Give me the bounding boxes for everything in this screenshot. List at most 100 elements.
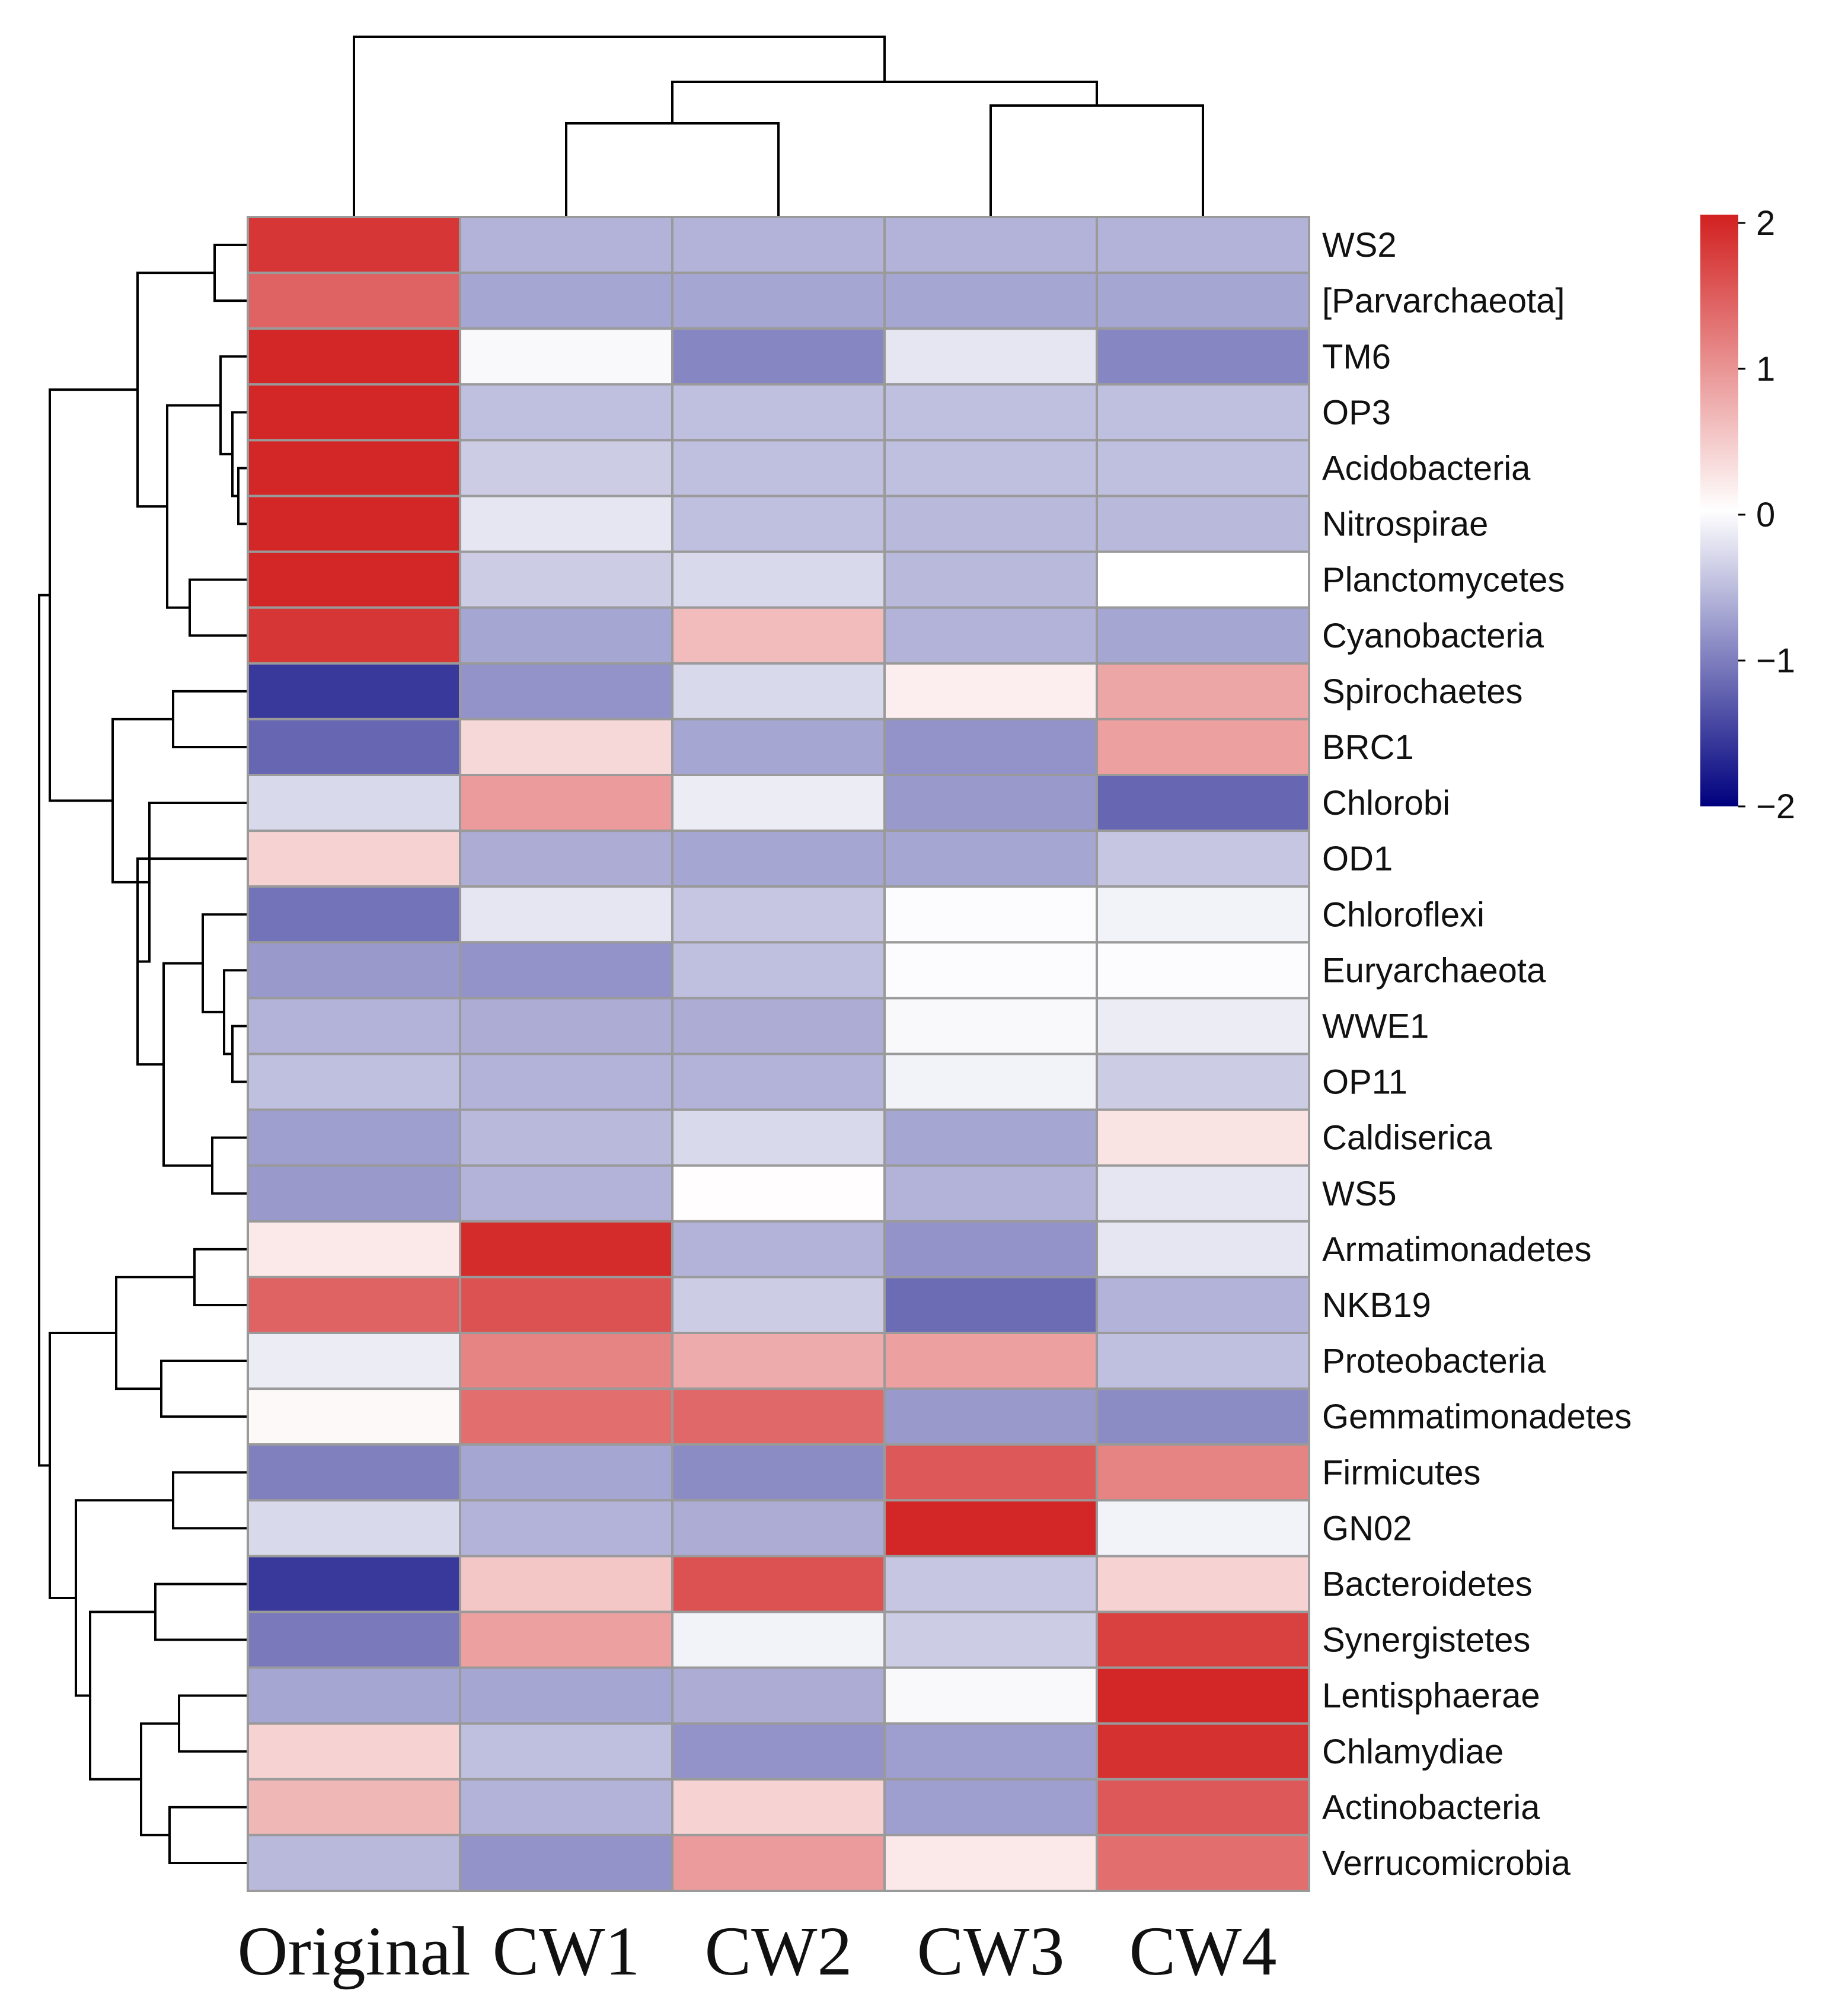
heatmap-cell <box>459 1499 673 1558</box>
heatmap-cell <box>247 1052 461 1111</box>
heatmap-cell <box>247 495 461 553</box>
heatmap-cell <box>671 383 886 442</box>
row-label: Armatimonadetes <box>1322 1230 1592 1269</box>
row-dendrogram-branch <box>49 1332 116 1599</box>
heatmap-cell <box>883 717 1098 777</box>
row-dendrogram-branch <box>213 244 248 302</box>
row-label: Planctomycetes <box>1322 561 1565 599</box>
heatmap-cell <box>247 606 461 665</box>
heatmap-cell <box>247 272 461 330</box>
column-dendrogram-branch <box>353 36 886 217</box>
row-label: Acidobacteria <box>1322 449 1531 487</box>
row-label: BRC1 <box>1322 728 1414 767</box>
heatmap-cell <box>1096 885 1310 944</box>
heatmap-cell <box>883 495 1098 553</box>
heatmap-cell <box>459 1555 673 1613</box>
heatmap-cell <box>459 1833 673 1892</box>
row-dendrogram-branch <box>49 388 138 802</box>
row-label: [Parvarchaeota] <box>1322 282 1565 320</box>
heatmap-cell <box>883 1555 1098 1613</box>
heatmap-cell <box>883 272 1098 330</box>
heatmap-cell <box>671 1555 886 1613</box>
heatmap-cell <box>459 717 673 777</box>
row-label: WWE1 <box>1322 1007 1429 1045</box>
column-labels: Original CW1 CW2 CW3 CW4 <box>237 1912 1276 1990</box>
column-label: Original <box>237 1912 470 1990</box>
heatmap-cell <box>671 1443 886 1502</box>
heatmap-cell <box>883 1778 1098 1836</box>
heatmap-cell <box>247 941 461 1000</box>
heatmap-cell <box>247 216 461 275</box>
heatmap-cell <box>883 662 1098 720</box>
column-dendrogram-branch <box>671 81 1098 123</box>
row-dendrogram-branch <box>223 969 248 1055</box>
heatmap-cell <box>247 383 461 442</box>
heatmap-cell <box>1096 550 1310 609</box>
heatmap-cell <box>247 997 461 1055</box>
heatmap-cell <box>671 495 886 553</box>
heatmap-cell <box>459 383 673 442</box>
heatmap-cell <box>1096 383 1310 442</box>
row-label: Proteobacteria <box>1322 1342 1546 1380</box>
heatmap-cell <box>883 1387 1098 1446</box>
heatmap-cell <box>1096 1443 1310 1502</box>
row-label: WS5 <box>1322 1175 1397 1213</box>
heatmap-cell <box>1096 1778 1310 1836</box>
heatmap-cell <box>247 1499 461 1558</box>
heatmap-cell <box>459 272 673 330</box>
column-label: CW3 <box>917 1912 1064 1990</box>
heatmap-cell <box>883 550 1098 609</box>
row-label: NKB19 <box>1322 1286 1431 1325</box>
heatmap-cell <box>247 1387 461 1446</box>
heatmap-cell <box>671 1610 886 1669</box>
heatmap-cell <box>883 1666 1098 1725</box>
row-label: OP3 <box>1322 393 1391 432</box>
heatmap-cell <box>1096 1666 1310 1725</box>
row-dendrogram-branch <box>166 404 221 609</box>
heatmap-cell <box>247 774 461 832</box>
heatmap-cell <box>671 1499 886 1558</box>
heatmap-cell <box>883 1275 1098 1334</box>
heatmap-cell <box>459 216 673 275</box>
heatmap-cell <box>883 997 1098 1055</box>
heatmap-cell <box>1096 1833 1310 1892</box>
row-dendrogram-branch <box>172 690 248 748</box>
heatmap-cell <box>671 1332 886 1390</box>
heatmap-cell <box>247 885 461 944</box>
row-label: Spirochaetes <box>1322 672 1523 711</box>
heatmap-cell <box>459 1220 673 1278</box>
row-dendrogram-branch <box>189 578 248 637</box>
heatmap-cell <box>883 216 1098 275</box>
heatmap-cell <box>671 1833 886 1892</box>
row-label: Chloroflexi <box>1322 895 1485 934</box>
heatmap-cell <box>1096 272 1310 330</box>
heatmap-cell <box>1096 1499 1310 1558</box>
row-dendrogram-branch <box>140 1722 179 1836</box>
row-label: Verrucomicrobia <box>1322 1844 1571 1883</box>
color-legend-tick-label: 1 <box>1756 350 1775 388</box>
color-legend-ticks: 2 1 0 −1 −2 <box>1738 204 1795 826</box>
row-label: Chlorobi <box>1322 784 1450 822</box>
heatmap-cell <box>459 439 673 497</box>
color-legend-tick-label: 2 <box>1756 204 1775 243</box>
heatmap-cell <box>671 662 886 720</box>
heatmap-cell <box>1096 662 1310 720</box>
heatmap-cell <box>1096 1275 1310 1334</box>
heatmap-cell <box>459 997 673 1055</box>
row-label: OP11 <box>1322 1063 1407 1102</box>
heatmap-cell <box>883 327 1098 386</box>
heatmap-cell <box>671 717 886 777</box>
heatmap-cell <box>247 717 461 777</box>
row-dendrogram-branch <box>162 962 212 1167</box>
heatmap-cell <box>671 1722 886 1781</box>
heatmap-cell <box>671 550 886 609</box>
row-dendrogram-branch <box>172 1471 248 1530</box>
heatmap-cell <box>1096 1108 1310 1167</box>
heatmap-cell <box>883 1164 1098 1223</box>
heatmap-cell <box>459 885 673 944</box>
row-dendrogram-branch <box>136 272 215 508</box>
color-legend-tick-label: −2 <box>1756 787 1795 826</box>
heatmap-cell <box>1096 774 1310 832</box>
heatmap-cell <box>671 1052 886 1111</box>
heatmap-cell <box>671 272 886 330</box>
